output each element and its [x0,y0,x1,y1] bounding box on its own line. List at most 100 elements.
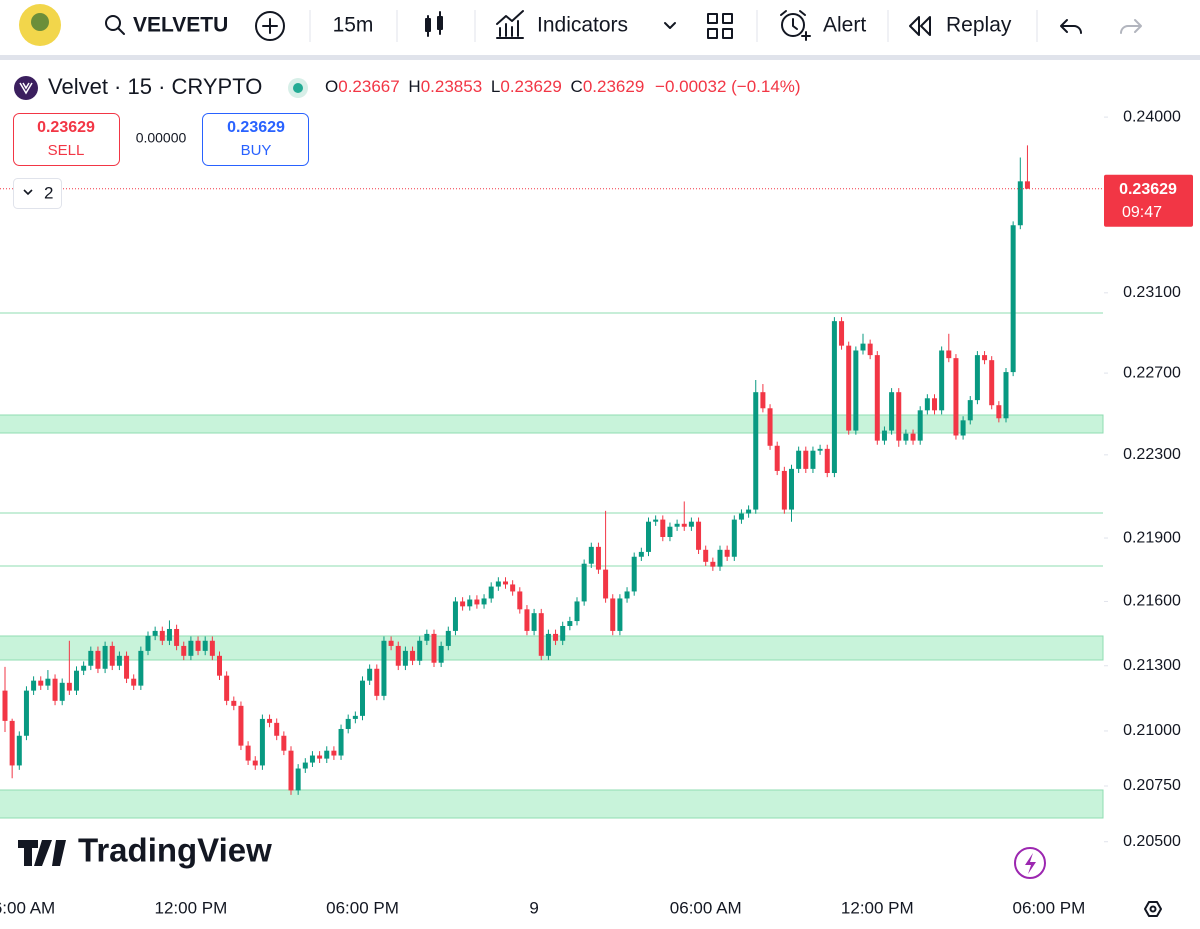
candle-body [924,398,930,411]
candle-body [567,621,573,626]
interval[interactable]: 15m [333,14,374,37]
logo-mark [18,840,66,866]
watermark: TradingView [18,832,1162,917]
candle-body [295,768,301,791]
candle-body [474,599,480,605]
sell-price: 0.23629 [37,119,95,136]
candle-body [524,609,530,631]
collapse-indicators[interactable] [13,178,62,209]
candle-body [460,601,466,607]
candle-body [617,598,623,631]
y-tick-label: 0.21600 [1123,593,1181,610]
candle-body [681,523,687,527]
candle-body [545,633,551,656]
candle-body [896,392,902,441]
candle-body [860,343,866,351]
candle-body [610,598,616,631]
candle-body [66,682,72,691]
zone-rectangle[interactable] [0,635,1104,661]
candle-body [910,433,916,441]
settings-button[interactable] [1144,901,1162,917]
zone-rectangle[interactable] [0,414,1104,434]
indicators-button[interactable]: Indicators [537,14,628,37]
settings-dot [1149,905,1157,913]
candle-body [932,398,937,411]
add-symbol-plus [262,18,278,34]
candle-body [188,640,194,656]
candle-body [166,628,172,641]
candle-body [181,645,187,656]
candle-body [45,678,51,686]
candle-body [238,705,244,746]
candle-body [760,392,766,409]
candle-body [410,650,416,661]
sell-label: SELL [48,142,85,159]
candle-body [195,640,201,651]
buy-price: 0.23629 [227,119,285,136]
candle-body [1003,372,1009,419]
y-tick-label: 0.22700 [1123,364,1181,381]
x-tick-label: 06:00 AM [670,898,742,917]
candle-body [88,650,94,666]
drawings [0,312,1104,819]
candle-body [982,355,988,361]
candle-body [724,549,730,557]
candle-body [553,633,559,641]
buy-button[interactable] [202,113,309,166]
market-status-dot [293,83,303,93]
candle-body [74,670,79,691]
alert-icon [781,13,805,37]
ohlc-value: 0.23629 [500,77,561,96]
replay-icon [909,16,931,36]
candle-body [352,715,358,719]
buy-label: BUY [241,142,272,159]
candle-body [138,650,144,686]
add-symbol[interactable] [255,11,285,41]
candle-body [853,350,859,431]
candle-body [245,745,251,761]
candle-body [431,633,437,663]
y-tick-label: 0.21000 [1123,722,1181,739]
candle-body [109,645,115,666]
candle-body [124,655,130,679]
toolbar: VELVETU 15m Indicators Alert Replay [0,4,1200,60]
replay-button[interactable]: Replay [946,14,1012,37]
layout-button[interactable] [707,13,733,39]
zone-rectangle[interactable] [0,789,1104,819]
last-price-label: 0.23629 [1119,181,1177,198]
candle-body [252,760,258,766]
alert-icon-details [780,10,811,41]
candle-body [159,630,165,641]
candle-body [660,519,666,537]
candle-body [917,410,923,441]
x-tick-label: 06:00 AM [0,898,55,917]
candle-body [874,355,880,441]
candle-body [131,678,137,686]
candle-body [538,613,544,656]
candle-body [803,450,809,469]
templates-dropdown[interactable] [664,22,676,29]
x-tick-label: 9 [529,898,538,917]
indicators-icon [496,10,524,39]
candle-body [789,468,794,510]
candle-body [424,633,430,641]
candle-body [967,400,973,421]
candle-body [367,668,373,681]
candle-body [267,718,273,723]
sell-button[interactable] [13,113,120,166]
ohlc-value: 0.23629 [583,77,644,96]
alert-button[interactable]: Alert [823,14,866,37]
chart-type-button[interactable] [425,11,443,37]
candle-body [946,350,952,359]
ohlc-label: H [408,77,420,96]
search-icon-handle [117,27,125,35]
undo-button[interactable] [1060,19,1082,34]
candle-body [996,405,1002,419]
candle-body [646,521,651,552]
redo-button[interactable] [1120,19,1142,34]
candle-body [710,561,716,567]
candle-body [116,655,122,666]
symbol-search[interactable]: VELVETU [133,14,228,37]
candle-body [810,450,816,469]
